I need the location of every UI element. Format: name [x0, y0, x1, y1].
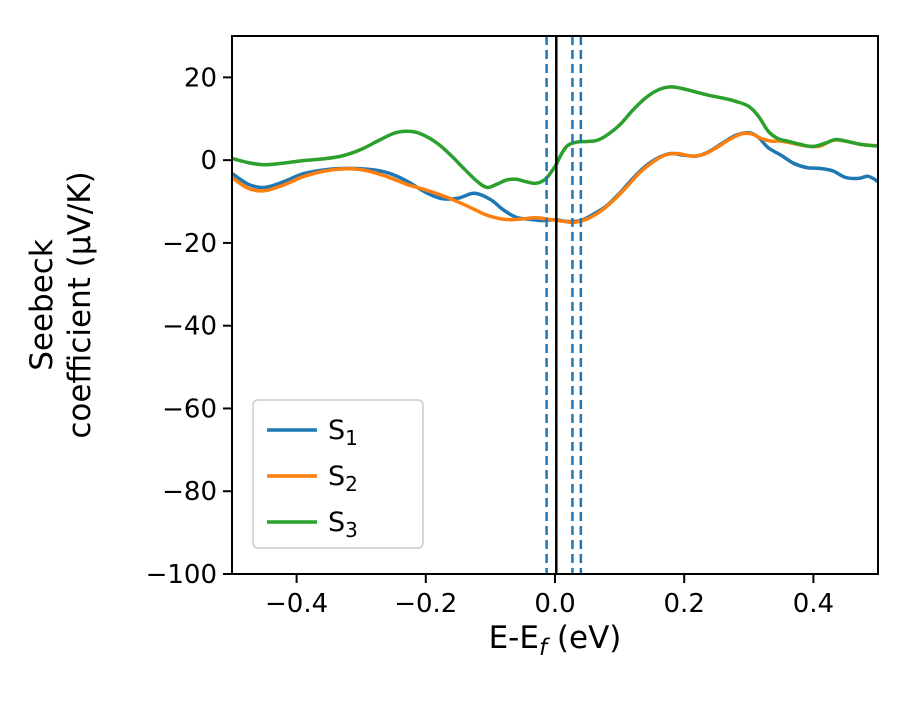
x-tick-label: −0.4: [265, 589, 328, 619]
legend-label-s3: S3: [328, 507, 358, 542]
plot-area: [232, 36, 878, 574]
y-tick-label: −100: [146, 560, 217, 590]
y-tick-label: −40: [162, 312, 217, 342]
x-tick-label: −0.2: [394, 589, 457, 619]
x-axis-label: E-Ef (eV): [489, 620, 622, 661]
y-tick-label: −80: [162, 477, 217, 507]
series-line-s3: [232, 85, 878, 190]
legend: S1 S2 S3: [252, 399, 424, 549]
y-tick-label: 20: [184, 63, 217, 93]
y-axis-label: Seebeckcoefficient (μV/K): [24, 171, 98, 438]
legend-box: [252, 399, 424, 549]
y-tick-label: −20: [162, 229, 217, 259]
x-tick-label: 0.4: [793, 589, 834, 619]
x-tick-label: 0.0: [534, 589, 575, 619]
y-tick-label: −60: [162, 394, 217, 424]
legend-label-s1: S1: [328, 415, 358, 450]
legend-label-s2: S2: [328, 461, 358, 496]
svg-text:Seebeckcoefficient (μV/K): Seebeckcoefficient (μV/K): [24, 171, 98, 438]
y-tick-label: 0: [200, 146, 217, 176]
x-tick-label: 0.2: [664, 589, 705, 619]
